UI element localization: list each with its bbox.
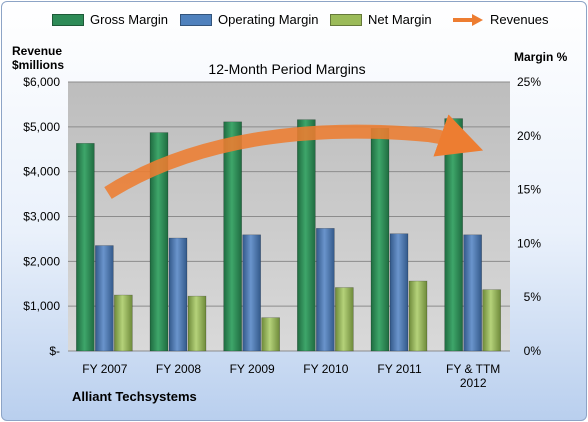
net-margin-bar <box>261 317 280 352</box>
net-margin-bar <box>482 289 501 352</box>
category-labels: FY 2007 FY 2008 FY 2009 FY 2010 FY 2011 FY & … <box>82 362 500 390</box>
legend-swatch-operating-margin <box>180 13 212 26</box>
legend-operating-margin: Operating Margin <box>180 12 318 27</box>
left-axis-title: Revenue $millions <box>12 44 64 72</box>
legend-label-gross-margin: Gross Margin <box>90 12 169 27</box>
right-axis-ticks: 0% 5% 10% 15% 20% 25% <box>517 75 541 358</box>
right-tick-label: 15% <box>517 183 541 197</box>
left-tick-label: $- <box>49 344 60 358</box>
category-label: FY 2011 <box>377 362 422 376</box>
company-name: Alliant Techsystems <box>72 389 197 404</box>
gross-margin-bar <box>149 132 169 352</box>
net-margin-bar <box>335 287 354 352</box>
left-tick-label: $4,000 <box>23 165 60 179</box>
right-tick-label: 20% <box>517 129 541 143</box>
chart-legend: Gross Margin Operating Margin Net Margin… <box>0 12 584 32</box>
chart-title: 12-Month Period Margins <box>208 61 365 77</box>
legend-swatch-gross-margin <box>52 13 84 26</box>
right-tick-label: 5% <box>524 290 542 304</box>
legend-label-revenues: Revenues <box>490 12 549 27</box>
left-tick-label: $5,000 <box>23 120 60 134</box>
gross-margin-bar <box>444 118 463 352</box>
left-axis-title-line1: Revenue <box>12 44 63 58</box>
right-tick-label: 25% <box>517 75 541 89</box>
net-margin-bar <box>187 295 207 352</box>
left-tick-label: $2,000 <box>23 254 60 268</box>
operating-margin-bar <box>95 245 114 352</box>
left-tick-label: $1,000 <box>23 299 60 313</box>
bar-series <box>76 118 501 352</box>
gridlines <box>68 81 510 352</box>
gross-margin-bar <box>370 127 390 352</box>
operating-margin-bar <box>316 228 335 352</box>
operating-margin-bar <box>463 234 482 352</box>
category-label: FY 2008 <box>156 362 201 376</box>
operating-margin-bar <box>168 237 188 352</box>
right-axis-title: Margin % <box>514 50 568 64</box>
left-axis-ticks: $- $1,000 $2,000 $3,000 $4,000 $5,000 $6,000 <box>23 75 60 358</box>
gross-margin-bar <box>223 121 242 352</box>
category-label: FY 2007 <box>82 362 127 376</box>
legend-label-net-margin: Net Margin <box>368 12 432 27</box>
right-tick-label: 10% <box>517 236 541 250</box>
net-margin-bar <box>114 294 133 352</box>
left-tick-label: $3,000 <box>23 210 60 224</box>
net-margin-bar <box>408 280 428 352</box>
revenues-trend-arrow <box>104 114 484 199</box>
legend-swatch-net-margin <box>330 13 362 26</box>
left-tick-label: $6,000 <box>23 75 60 89</box>
operating-margin-bar <box>389 233 409 352</box>
legend-revenues: Revenues <box>452 12 549 27</box>
category-label: FY & TTM 2012 <box>446 362 500 390</box>
gross-margin-bar <box>76 143 95 352</box>
category-label: FY 2010 <box>303 362 348 376</box>
legend-label-operating-margin: Operating Margin <box>218 12 319 27</box>
legend-arrow-icon <box>453 13 483 26</box>
category-label: FY 2009 <box>230 362 275 376</box>
left-axis-title-line2: $millions <box>12 58 65 72</box>
legend-net-margin: Net Margin <box>330 12 432 27</box>
gross-margin-bar <box>297 119 316 352</box>
right-tick-label: 0% <box>524 344 542 358</box>
legend-gross-margin: Gross Margin <box>52 12 168 27</box>
operating-margin-bar <box>242 234 261 352</box>
